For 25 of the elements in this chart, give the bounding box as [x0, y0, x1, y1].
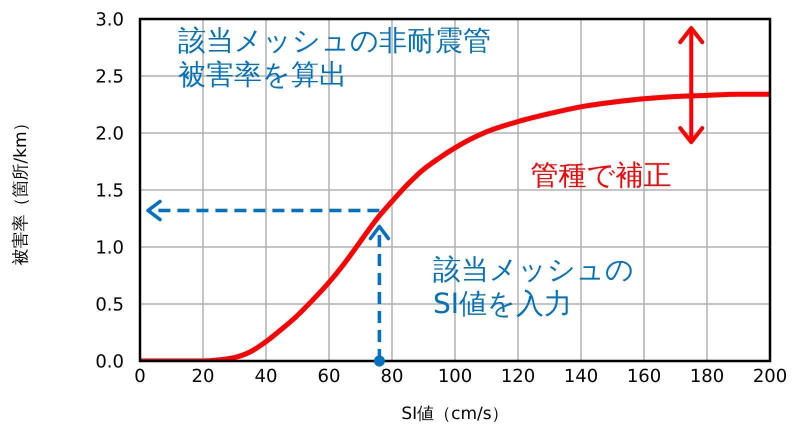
x-tick-label: 200 [752, 366, 788, 387]
y-tick-label: 1.0 [95, 237, 124, 258]
annotation: 該当メッシュの [432, 252, 634, 286]
annotation: SI値を入力 [432, 287, 572, 320]
x-tick-label: 20 [192, 366, 214, 387]
annotation: 被害率を算出 [178, 58, 347, 91]
y-tick-label: 2.5 [95, 66, 124, 88]
x-axis-title: SI値（cm/s） [401, 404, 509, 424]
x-tick-label: 0 [134, 366, 146, 387]
y-axis-title: 被害率（箇所/km） [11, 114, 32, 266]
y-tick-label: 0.5 [95, 294, 124, 316]
annotation: 該当メッシュの非耐震管 [178, 24, 491, 57]
y-tick-label: 0.0 [95, 351, 124, 372]
x-tick-label: 180 [690, 366, 724, 387]
y-tick-label: 2.0 [95, 123, 124, 144]
x-tick-label: 80 [380, 366, 404, 387]
x-tick-label: 140 [564, 366, 598, 387]
x-tick-label: 40 [254, 366, 278, 387]
y-tick-label: 1.5 [95, 180, 124, 202]
x-tick-label: 160 [626, 366, 662, 387]
annotation: 管種で補正 [530, 158, 672, 192]
x-tick-label: 100 [438, 366, 472, 387]
x-tick-label: 60 [318, 366, 340, 387]
x-tick-label: 120 [500, 366, 536, 387]
y-tick-label: 3.0 [95, 9, 124, 30]
